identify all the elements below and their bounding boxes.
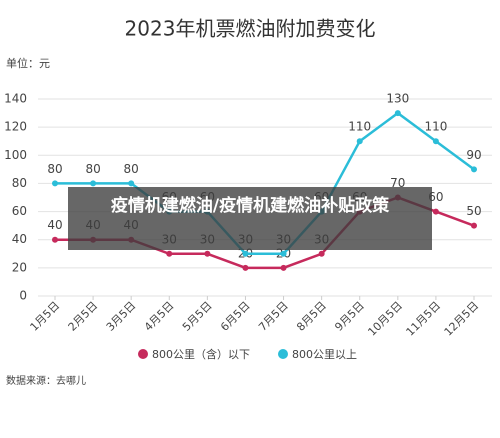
data-label: 60 (428, 190, 443, 204)
y-tick-label: 80 (12, 176, 27, 190)
data-label: 50 (466, 204, 481, 218)
x-tick-label: 7月5日 (256, 299, 291, 334)
data-label: 80 (47, 162, 62, 176)
point (52, 236, 58, 243)
y-tick-label: 140 (4, 92, 27, 106)
x-tick-label: 6月5日 (218, 299, 253, 334)
legend-marker (138, 349, 148, 359)
point (242, 250, 249, 257)
data-label: 110 (424, 120, 447, 134)
y-tick-label: 100 (4, 148, 27, 162)
x-tick-label: 12月5日 (442, 299, 482, 339)
point (318, 250, 325, 257)
point (394, 110, 401, 117)
x-tick-label: 3月5日 (104, 299, 139, 334)
x-tick-label: 4月5日 (142, 299, 177, 334)
data-label: 130 (386, 92, 409, 106)
point (280, 250, 287, 257)
data-label: 80 (124, 162, 139, 176)
data-label: 70 (390, 176, 405, 190)
y-tick-label: 60 (12, 204, 27, 218)
x-tick-label: 2月5日 (66, 299, 101, 334)
point (280, 264, 287, 271)
x-tick-label: 5月5日 (180, 299, 215, 334)
y-tick-label: 20 (12, 260, 27, 274)
chart-title: 2023年机票燃油附加费变化 (125, 17, 376, 41)
y-tick-label: 120 (4, 120, 27, 134)
source: 数据来源：去哪儿 (6, 374, 86, 387)
point (52, 180, 58, 187)
data-label: 40 (47, 218, 62, 232)
data-label: 90 (466, 148, 481, 162)
point (90, 180, 97, 187)
point (204, 250, 211, 257)
point (471, 222, 477, 229)
point (356, 138, 363, 145)
x-tick-label: 8月5日 (294, 299, 329, 334)
x-tick-label: 9月5日 (332, 299, 367, 334)
y-tick-label: 40 (12, 232, 27, 246)
point (432, 208, 439, 215)
banner: 疫情机建燃油/疫情机建燃油补贴政策 (68, 187, 432, 250)
point (128, 180, 135, 187)
series-line (55, 111, 475, 256)
data-label: 80 (85, 162, 100, 176)
legend-label: 800公里（含）以下 (152, 347, 250, 361)
x-tick-label: 1月5日 (28, 299, 63, 334)
point (242, 264, 249, 271)
x-tick-label: 11月5日 (404, 299, 444, 339)
data-label: 110 (348, 120, 371, 134)
unit: 单位：元 (6, 56, 50, 70)
legend-label: 800公里以上 (292, 348, 357, 361)
point (166, 250, 173, 257)
legend-marker (278, 349, 288, 359)
x-tick-label: 10月5日 (365, 299, 405, 339)
point (432, 138, 439, 145)
y-tick-label: 0 (19, 289, 27, 303)
point (471, 166, 477, 173)
